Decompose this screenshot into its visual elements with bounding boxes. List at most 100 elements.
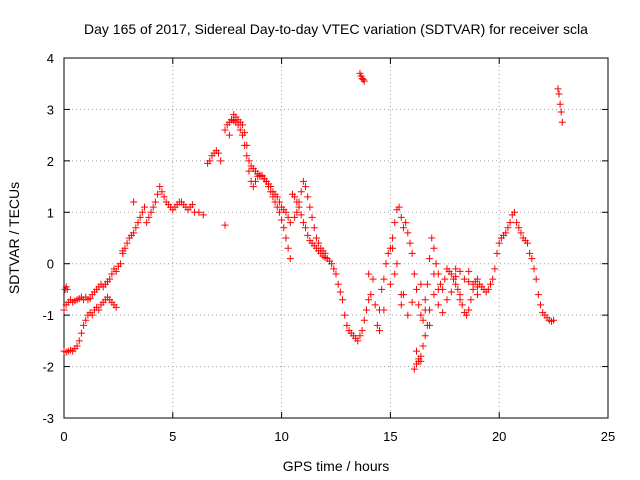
- data-point: [75, 337, 83, 345]
- data-point: [421, 332, 429, 340]
- data-point: [304, 231, 312, 239]
- data-point: [86, 295, 94, 303]
- data-point: [241, 141, 249, 149]
- data-point: [428, 234, 436, 242]
- data-point: [434, 301, 442, 309]
- data-point: [430, 270, 438, 278]
- data-point: [447, 270, 455, 278]
- data-point: [441, 275, 449, 283]
- data-point: [537, 301, 545, 309]
- y-tick-label: 1: [47, 205, 54, 220]
- data-point: [417, 280, 425, 288]
- data-point: [491, 265, 499, 273]
- data-point: [80, 321, 88, 329]
- data-point: [384, 249, 392, 257]
- data-point: [297, 188, 305, 196]
- data-point: [299, 219, 307, 227]
- data-point: [410, 365, 418, 373]
- data-point: [413, 360, 421, 368]
- data-point: [397, 291, 405, 299]
- data-point: [417, 311, 425, 319]
- data-point: [484, 285, 492, 293]
- data-point: [321, 249, 329, 257]
- data-point: [467, 296, 475, 304]
- data-point: [132, 224, 140, 232]
- data-point: [513, 219, 521, 227]
- data-point: [413, 347, 421, 355]
- data-point: [117, 260, 125, 268]
- data-point: [526, 249, 534, 257]
- data-point: [273, 203, 281, 211]
- data-point: [465, 306, 473, 314]
- data-point: [397, 301, 405, 309]
- data-point: [380, 275, 388, 283]
- data-point: [291, 213, 299, 221]
- data-point: [469, 280, 477, 288]
- data-point: [199, 211, 207, 219]
- data-point: [376, 327, 384, 335]
- data-point: [149, 203, 157, 211]
- data-point: [145, 213, 153, 221]
- data-point: [506, 219, 514, 227]
- data-point: [452, 273, 460, 281]
- data-point: [217, 157, 225, 165]
- data-point: [282, 234, 290, 242]
- data-point: [236, 126, 244, 134]
- data-point: [147, 208, 155, 216]
- data-point: [278, 216, 286, 224]
- data-point: [138, 208, 146, 216]
- data-point: [249, 183, 257, 191]
- data-point: [143, 219, 151, 227]
- data-point: [282, 208, 290, 216]
- data-point: [515, 224, 523, 232]
- data-point: [452, 265, 460, 273]
- data-point: [88, 311, 96, 319]
- data-point: [367, 291, 375, 299]
- data-point: [82, 316, 90, 324]
- data-point: [356, 332, 364, 340]
- data-point: [130, 229, 138, 237]
- data-point: [557, 108, 565, 116]
- y-tick-label: -3: [42, 411, 54, 426]
- data-point: [365, 296, 373, 304]
- data-point: [432, 260, 440, 268]
- x-tick-label: 0: [60, 429, 67, 444]
- data-point: [382, 260, 390, 268]
- data-point: [402, 219, 410, 227]
- data-point: [295, 198, 303, 206]
- data-point: [221, 126, 229, 134]
- data-point: [473, 291, 481, 299]
- data-point: [456, 267, 464, 275]
- chart-title: Day 165 of 2017, Sidereal Day-to-day VTE…: [84, 21, 588, 37]
- data-point: [419, 316, 427, 324]
- data-point: [267, 188, 275, 196]
- data-point: [354, 337, 362, 345]
- data-point: [550, 316, 558, 324]
- data-point: [408, 298, 416, 306]
- data-point: [404, 311, 412, 319]
- data-series-sdtvar: [60, 69, 566, 373]
- data-point: [369, 275, 377, 283]
- data-point: [473, 283, 481, 291]
- y-axis-label: SDTVAR / TECUs: [6, 182, 22, 294]
- y-tick-label: 2: [47, 154, 54, 169]
- x-tick-label: 20: [492, 429, 506, 444]
- data-point: [286, 255, 294, 263]
- data-point: [493, 249, 501, 257]
- data-point: [73, 342, 81, 350]
- data-point: [415, 301, 423, 309]
- data-point: [517, 229, 525, 237]
- data-point: [60, 306, 68, 314]
- data-point: [112, 267, 120, 275]
- data-point: [454, 285, 462, 293]
- data-point: [495, 239, 503, 247]
- data-point: [238, 131, 246, 139]
- data-point: [284, 213, 292, 221]
- data-point: [334, 280, 342, 288]
- data-point: [504, 224, 512, 232]
- data-point: [265, 183, 273, 191]
- data-point: [395, 203, 403, 211]
- data-point: [312, 234, 320, 242]
- data-point: [532, 275, 540, 283]
- data-point: [378, 285, 386, 293]
